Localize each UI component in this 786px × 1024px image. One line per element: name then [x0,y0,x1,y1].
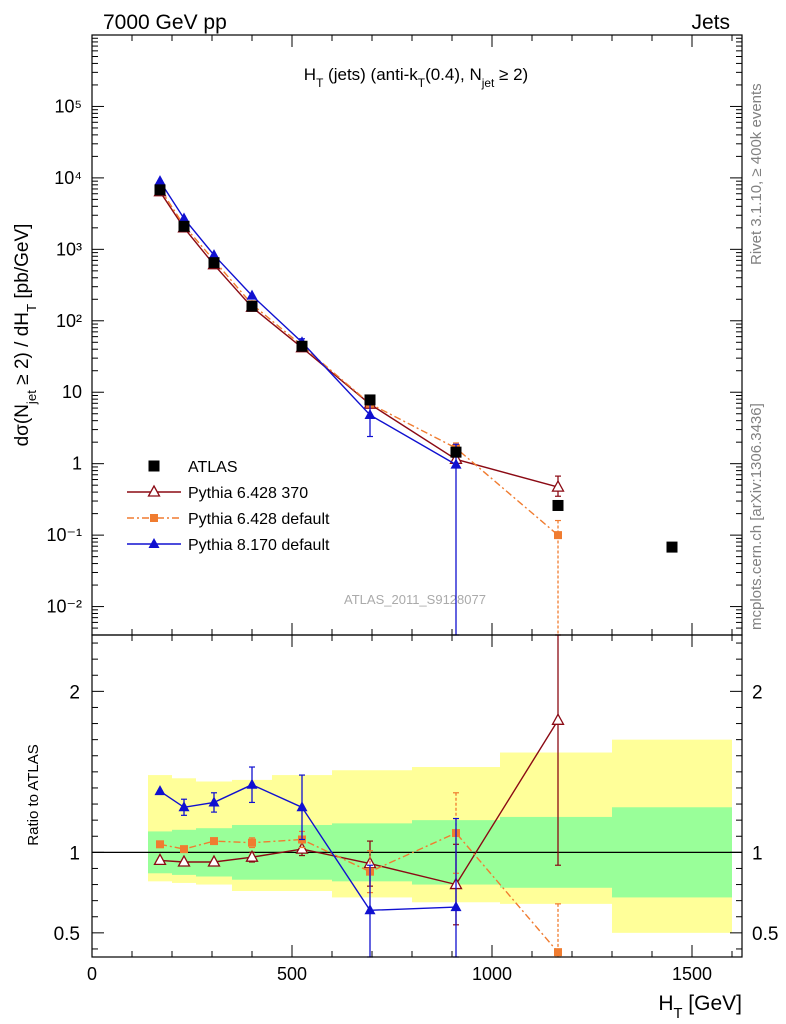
main-pythia-8-170-default-line [159,180,457,466]
ratio-pythia-6-428-default-point [210,837,218,846]
y-tick-label: 10⁻¹ [46,525,82,545]
ratio-pythia-6-428-370-point [207,854,221,867]
main-atlas-point [552,499,564,511]
x-tick-label: 1000 [472,964,512,984]
main-pythia-8-170-default-point [154,175,166,186]
mcplots-label: mcplots.cern.ch [arXiv:1306.3436] [748,403,765,630]
y-tick-label: 1 [72,454,82,474]
main-pythia-8-170-default-point [450,458,462,469]
ratio-pythia-6-428-370-point [295,841,309,854]
ratio-pythia-6-428-370-line [159,719,559,886]
legend-marker [150,514,158,522]
main-pythia-8-170-default-point [364,409,376,420]
ratio-pythia-8-170-default-point [246,778,258,789]
main-pythia-6-428-default-line [159,188,559,536]
ratio-pythia-8-170-default-point [154,785,166,796]
legend-label: ATLAS [188,459,238,476]
main-atlas-point [364,394,376,406]
ratio-pythia-6-428-370-point [177,854,191,867]
ratio-y-axis-label: Ratio to ATLAS [25,744,42,845]
y-tick-label: 10³ [56,239,82,259]
ratio-y-tick-label-left: 2 [69,682,80,703]
legend: ATLAS Pythia 6.428 370 Pythia 6.428 defaul… [127,459,330,554]
ratio-pythia-6-428-default-point [180,845,188,854]
ratio-pythia-6-428-default-point [156,840,164,849]
header-energy-label: 7000 GeV pp [103,11,227,34]
main-series-layer [153,175,678,636]
ratio-series-layer [153,634,565,958]
main-pythia-6-428-370-line [159,191,559,488]
watermark: ATLAS_2011_S9128077 [344,592,486,607]
main-pythia-8-170-default-point [246,289,258,300]
ratio-y-tick-label-left: 0.5 [54,924,80,945]
ratio-y-tick-label-right: 0.5 [752,924,778,945]
y-tick-label: 10² [56,311,82,331]
main-pythia-8-170-default-point [178,212,190,223]
axes-layer: 0 500 1000 1500 10⁻² 10⁻¹ 1 10 10² 10³ 10⁴ 10⁵ 0.5 0.… [46,34,778,984]
main-pythia-6-428-default-point [554,531,562,540]
main-atlas-point [666,541,678,553]
x-tick-label: 1500 [672,964,712,984]
ratio-pythia-8-170-default-point [364,904,376,915]
ratio-pythia-8-170-default-point [178,801,190,812]
main-title: HT (jets) (anti-kT(0.4), Njet ≥ 2) [304,65,528,90]
ratio-pythia-8-170-default-point [450,901,462,912]
main-atlas-point [246,300,258,312]
main-atlas-point [296,340,308,352]
x-tick-label: 0 [87,964,97,984]
main-pythia-6-428-370-point [551,479,565,492]
x-axis-label: HT [GeV] [658,992,742,1022]
ratio-pythia-6-428-370-point [153,853,167,866]
ratio-pythia-6-428-default-point [248,838,256,847]
ratio-frame [91,634,743,958]
main-atlas-point [208,257,220,269]
legend-marker [148,538,160,548]
main-pythia-8-170-default-point [208,249,220,260]
ratio-pythia-6-428-370-point [551,712,565,725]
legend-marker [148,460,160,472]
ratio-pythia-6-428-default-point [554,948,562,957]
y-tick-label: 10⁴ [54,168,82,188]
ratio-y-tick-label-left: 1 [69,843,80,864]
ratio-y-tick-label-right: 1 [752,843,763,864]
legend-marker [147,484,161,497]
main-atlas-point [178,220,190,232]
header-topic-label: Jets [691,11,730,34]
rivet-label: Rivet 3.1.10, ≥ 400k events [748,83,765,265]
main-atlas-point [154,184,166,196]
ratio-y-tick-label-right: 2 [752,682,763,703]
y-tick-label: 10⁻² [46,597,82,617]
ratio-pythia-6-428-370-point [245,849,259,862]
legend-label: Pythia 6.428 default [188,511,330,528]
y-tick-label: 10 [62,382,82,402]
legend-label: Pythia 6.428 370 [188,485,308,502]
ratio-uncertainty-bands [92,739,742,933]
ratio-pythia-8-170-default-point [208,796,220,807]
x-tick-label: 500 [277,964,307,984]
y-tick-label: 10⁵ [55,96,82,116]
main-atlas-point [450,446,462,458]
legend-label: Pythia 8.170 default [188,537,330,554]
ratio-pythia-8-170-default-point [296,801,308,812]
main-y-axis-label: dσ(Njet ≥ 2) / dHT [pb/GeV] [12,224,39,447]
